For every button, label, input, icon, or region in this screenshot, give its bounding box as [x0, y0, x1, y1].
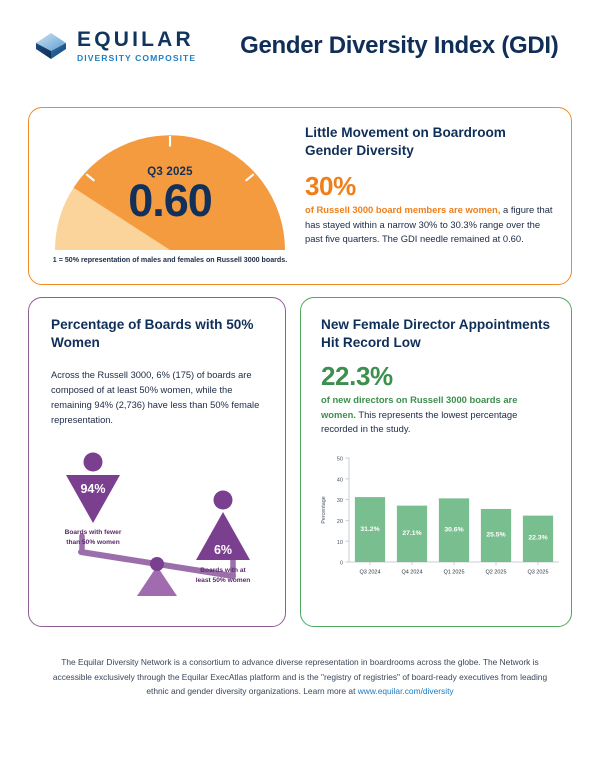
bar-chart-svg: 0 10 20 30 40 50 Percentage 31.2% Q3 2024 27.1% Q4…: [321, 457, 559, 576]
directors-card-heading: New Female Director Appointments Hit Rec…: [321, 317, 551, 350]
y-axis-title: Percentage: [321, 496, 327, 524]
boards-card-heading: Percentage of Boards with 50% Women: [51, 317, 254, 350]
directors-card-stat-lead: of new directors on Russell 3000 boards …: [321, 393, 518, 420]
logo-word: EQUILAR: [77, 28, 194, 52]
gauge-card-body: of Russell 3000 board members are women,…: [305, 203, 557, 247]
gauge-card: Q3 2025 0.60 1 = 50% representation of m…: [28, 107, 572, 285]
y-axis-tick-label: 20: [337, 519, 343, 525]
bar-4: [480, 508, 512, 562]
directors-card-stat-body: This represents the lowest percentage re…: [321, 408, 518, 435]
directors-card-stat: 22.3%: [321, 360, 393, 391]
gauge-value: 0.60: [128, 175, 213, 226]
footer-line-1: The Equilar Diversity Network is a conso…: [61, 657, 498, 667]
bar-value-label: 30.6%: [444, 526, 463, 533]
bar-2: [396, 505, 428, 562]
seesaw-left-value: 94%: [80, 482, 105, 496]
seesaw-diagram: 94% Boards with fewer than 50% women 6% …: [37, 448, 279, 618]
bar-value-label: 25.5%: [486, 532, 505, 539]
gauge-card-stat-body: a figure that has stayed within a narrow…: [305, 203, 553, 245]
seesaw-right-label-1: Boards with at: [200, 567, 246, 574]
gauge-card-heading: Little Movement on Boardroom Gender Dive…: [305, 125, 506, 158]
gauge-quarter-label: Q3 2025: [147, 166, 193, 178]
footer-line-3: executives from leading ethnic and gende…: [146, 671, 548, 697]
boards-card: Percentage of Boards with 50% Women Acro…: [28, 297, 286, 627]
gauge-caption: 1 = 50% representation of males and fema…: [52, 256, 288, 264]
footer-note: The Equilar Diversity Network is a conso…: [46, 655, 554, 699]
diversity-link[interactable]: www.equilar.com/diversity: [357, 686, 454, 697]
gauge-card-text: Little Movement on Boardroom Gender Dive…: [305, 124, 557, 247]
page-title: Gender Diversity Index (GDI): [240, 32, 559, 59]
gauge-card-stat: 30%: [305, 170, 356, 201]
seesaw-right-value: 6%: [214, 543, 232, 557]
gauge-card-stat-lead: of Russell 3000 board members are women,: [305, 203, 501, 215]
bar-value-label: 27.1%: [402, 530, 421, 537]
bar-value-label: 22.3%: [528, 535, 547, 542]
directors-card-text: New Female Director Appointments Hit Rec…: [321, 316, 553, 437]
directors-card-body: of new directors on Russell 3000 boards …: [321, 393, 553, 437]
x-axis-category-label: Q3 2024: [359, 570, 380, 576]
equilar-logo: EQUILAR DIVERSITY COMPOSITE: [34, 29, 196, 63]
y-axis-tick-label: 40: [337, 477, 343, 483]
new-directors-bar-chart: 0 10 20 30 40 50 Percentage 31.2% Q3 2024 27.1% Q4…: [315, 450, 563, 590]
bar-3: [438, 498, 470, 562]
y-axis-tick-label: 0: [340, 561, 343, 567]
page-header: EQUILAR DIVERSITY COMPOSITE Gender Diver…: [0, 0, 600, 62]
gdi-gauge: Q3 2025 0.60 1 = 50% representation of m…: [39, 122, 301, 272]
x-axis-category-label: Q4 2024: [401, 570, 422, 576]
y-axis-tick-label: 30: [337, 498, 343, 504]
boards-card-text: Percentage of Boards with 50% Women Acro…: [51, 316, 269, 428]
bar-value-label: 31.2%: [360, 526, 379, 533]
x-axis-category-label: Q3 2025: [527, 570, 548, 576]
diamond-gem-icon: [34, 29, 68, 63]
seesaw-left-label-1: Boards with fewer: [65, 529, 122, 536]
gauge-svg: [55, 135, 285, 250]
seesaw-left-label-2: than 50% women: [66, 539, 120, 546]
y-axis-tick-label: 50: [337, 457, 343, 463]
bar-5: [522, 515, 554, 562]
boards-card-body: Across the Russell 3000, 6% (175) of boa…: [51, 369, 260, 426]
x-axis-category-label: Q2 2025: [485, 570, 506, 576]
logo-subtitle: DIVERSITY COMPOSITE: [77, 53, 197, 64]
seesaw-right-label-2: least 50% women: [196, 577, 251, 584]
logo-wordmark: EQUILAR DIVERSITY COMPOSITE: [77, 29, 196, 63]
footer-line-2: Network is accessible exclusively throug…: [52, 657, 539, 682]
directors-card: New Female Director Appointments Hit Rec…: [300, 297, 572, 627]
bar-1: [354, 497, 386, 562]
y-axis-tick-label: 10: [337, 540, 343, 546]
x-axis-category-label: Q1 2025: [443, 570, 464, 576]
